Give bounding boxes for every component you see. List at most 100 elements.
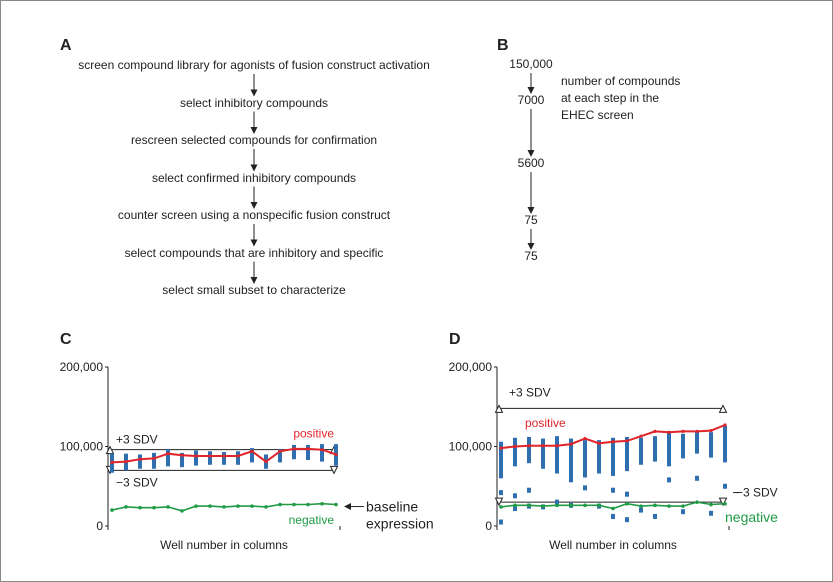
y-tick-label-2: 0	[485, 519, 492, 533]
negative-point-8	[208, 504, 212, 508]
data-bar-8	[597, 440, 601, 474]
flow-step-3: rescreen selected compounds for confirma…	[130, 133, 378, 147]
positive-point-13	[667, 430, 671, 434]
data-bar-17	[723, 425, 727, 463]
negative-point-5	[166, 505, 170, 509]
negative-point-10	[625, 501, 629, 506]
count-arrow-3-head	[527, 207, 535, 214]
minus-sdv-label: −3 SDV	[736, 486, 778, 500]
data-bar-2	[513, 437, 517, 467]
panel-b-note-line1: number of compounds	[561, 74, 681, 88]
data-bar-16	[709, 432, 713, 458]
outlier-point-18	[653, 513, 657, 519]
positive-label: positive	[293, 427, 334, 441]
data-bar-7	[194, 450, 198, 466]
negative-point-1	[499, 505, 503, 509]
chart-d: 200,000 100,000 0 Well number in columns +3 …	[449, 360, 779, 552]
data-bar-5	[555, 436, 559, 474]
count-arrow-4-head	[527, 243, 535, 250]
count-3: 5600	[517, 156, 545, 170]
baseline-label-line1: baseline	[366, 499, 418, 515]
flow-arrow-2-head	[250, 127, 258, 134]
positive-point-7	[194, 454, 198, 458]
positive-point-15	[695, 429, 699, 433]
data-bar-6	[180, 452, 184, 468]
data-bar-3	[527, 436, 531, 464]
outlier-point-16	[625, 517, 629, 523]
minus-sdv-marker-end	[718, 497, 728, 507]
positive-point-9	[222, 454, 226, 458]
data-bar-1	[499, 441, 503, 479]
positive-point-5	[166, 452, 170, 456]
data-bar-10	[236, 451, 240, 465]
data-bar-13	[278, 448, 282, 463]
positive-point-14	[681, 429, 685, 433]
plus-sdv-marker-start	[494, 404, 504, 413]
positive-point-8	[597, 441, 601, 445]
flow-step-1: screen compound library for agonists of …	[78, 58, 430, 72]
positive-point-2	[513, 444, 517, 449]
positive-point-16	[709, 429, 713, 433]
data-bar-4	[152, 452, 156, 469]
positive-point-9	[611, 440, 615, 444]
negative-point-17	[334, 502, 338, 507]
flow-arrow-6-head	[250, 277, 258, 284]
y-tick-label-2: 0	[96, 519, 103, 533]
flow-arrow-3	[250, 149, 258, 172]
x-axis-label: Well number in columns	[160, 538, 288, 552]
positive-point-3	[527, 444, 531, 448]
flow-step-2: select inhibitory compounds	[179, 95, 329, 110]
data-bar-6	[569, 438, 573, 483]
negative-point-11	[250, 504, 254, 508]
count-arrow-1	[527, 73, 535, 94]
data-bar-11	[639, 437, 643, 465]
positive-point-12	[264, 460, 268, 464]
flow-step-7: select small subset to characterize	[162, 283, 346, 297]
outlier-point-10	[583, 469, 587, 475]
negative-point-4	[152, 505, 156, 510]
outlier-point-22	[709, 510, 713, 516]
positive-point-7	[583, 436, 587, 441]
chart-c: 200,000 100,000 0 Well number in columns +3 …	[60, 360, 434, 552]
minus-sdv-marker-start	[494, 497, 504, 507]
positive-point-10	[236, 454, 240, 458]
plus-sdv-marker-end	[718, 404, 728, 413]
negative-point-9	[222, 505, 226, 509]
negative-point-9	[611, 506, 615, 511]
data-bar-3	[138, 454, 142, 469]
baseline-label-line2: expression	[366, 516, 434, 532]
positive-point-1	[110, 460, 114, 464]
flow-step-6: select compounds that are inhibitory and…	[124, 245, 384, 260]
outlier-point-3	[513, 493, 517, 499]
positive-point-13	[278, 449, 282, 453]
negative-point-10	[236, 504, 240, 508]
negative-point-6	[180, 509, 184, 513]
negative-point-7	[194, 504, 198, 508]
outlier-point-20	[681, 509, 685, 515]
data-bar-13	[667, 431, 671, 467]
negative-point-14	[292, 502, 296, 507]
positive-point-15	[306, 447, 310, 451]
negative-point-3	[138, 505, 142, 510]
outlier-point-11	[583, 485, 587, 491]
flow-arrow-6	[250, 261, 258, 284]
baseline-arrow-head	[344, 503, 351, 511]
positive-point-17	[334, 452, 338, 457]
negative-point-5	[555, 503, 559, 508]
positive-point-5	[555, 444, 559, 448]
positive-point-1	[499, 446, 503, 450]
outlier-point-5	[527, 487, 531, 493]
positive-point-11	[250, 449, 254, 453]
flow-arrow-4	[250, 186, 258, 209]
panel-a-label: A	[60, 37, 72, 54]
data-bar-10	[625, 436, 629, 472]
negative-point-16	[709, 502, 713, 507]
negative-point-7	[583, 503, 587, 508]
negative-point-2	[513, 503, 517, 508]
negative-point-13	[278, 502, 282, 507]
outlier-point-19	[667, 477, 671, 483]
data-bar-14	[681, 433, 685, 459]
plus-sdv-label: +3 SDV	[509, 385, 551, 399]
